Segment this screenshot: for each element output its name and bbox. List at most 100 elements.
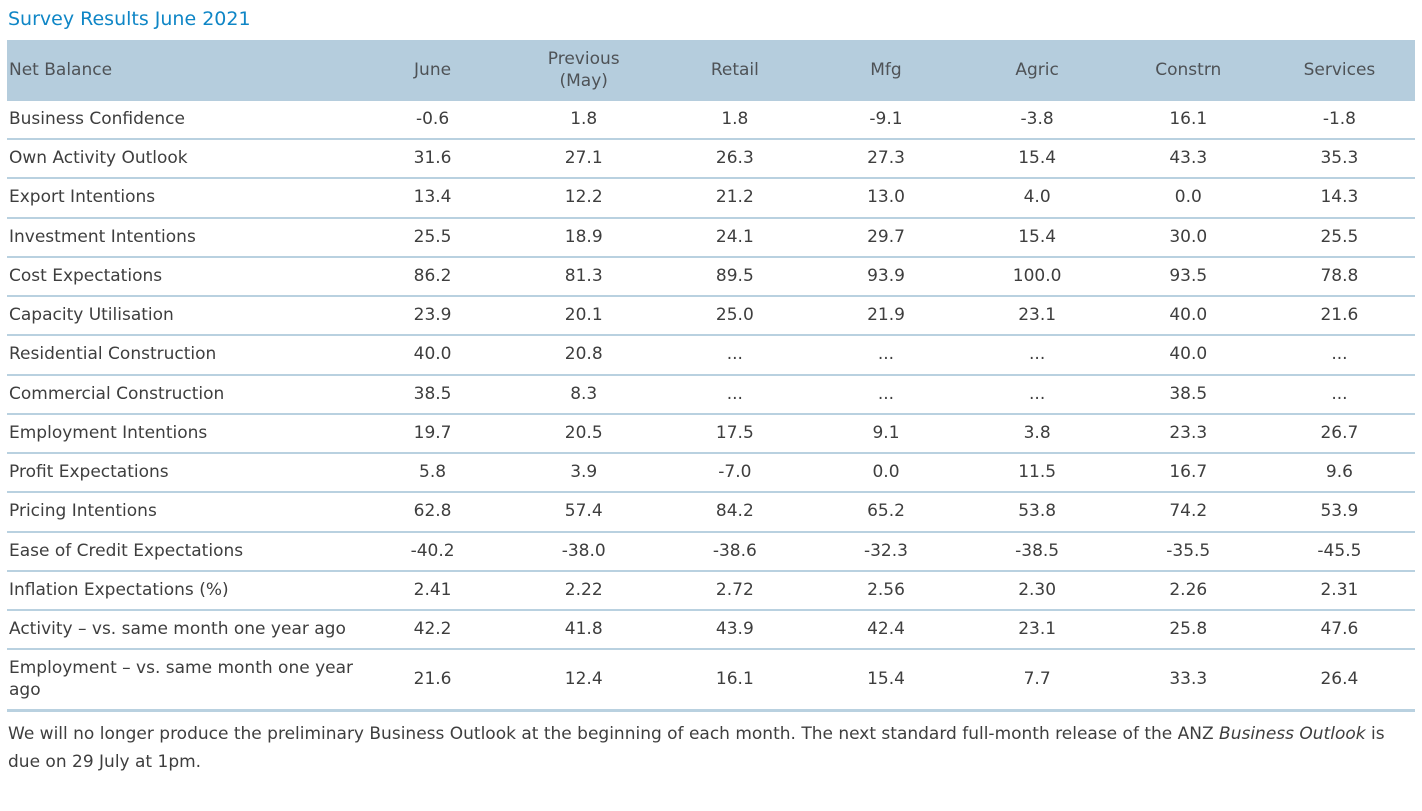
cell-value: 38.5: [1112, 373, 1264, 414]
row-label: Inflation Expectations (%): [7, 569, 357, 611]
cell-value: 40.0: [357, 334, 509, 375]
cell-value: 15.4: [810, 648, 962, 712]
cell-value: 84.2: [659, 491, 811, 532]
cell-value: 26.4: [1263, 648, 1415, 712]
table-title: Survey Results June 2021: [8, 8, 251, 30]
cell-value: 16.1: [659, 648, 811, 712]
cell-value: -32.3: [810, 530, 962, 571]
cell-value: 33.3: [1112, 648, 1264, 712]
table-row: Business Confidence -0.6 1.8 1.8 -9.1 -3.8 16.…: [7, 101, 1415, 139]
cell-value: 78.8: [1263, 255, 1415, 297]
table-row: Export Intentions 13.4 12.2 21.2 13.0 4.0 0.0 1…: [7, 177, 1415, 218]
cell-value: 9.6: [1263, 452, 1415, 493]
cell-value: 62.8: [357, 491, 509, 532]
column-header: Previous (May): [508, 39, 660, 101]
table-row: Capacity Utilisation 23.9 20.1 25.0 21.9 23.1…: [7, 295, 1415, 336]
cell-value: 2.72: [659, 569, 811, 611]
cell-value: -0.6: [415, 108, 450, 129]
cell-value: -40.2: [357, 530, 509, 571]
row-label: Investment Intentions: [7, 216, 357, 257]
cell-value: 26.3: [659, 138, 811, 179]
cell-value: 57.4: [508, 491, 660, 532]
table-row: Own Activity Outlook 31.6 27.1 26.3 27.3 15.4…: [7, 138, 1415, 179]
row-label: Residential Construction: [7, 334, 357, 375]
table-body: Business Confidence -0.6 1.8 1.8 -9.1 -3.8 16.…: [7, 101, 1415, 712]
column-header: Agric: [961, 39, 1113, 101]
cell-value: -38.6: [659, 530, 811, 571]
cell-value: ...: [961, 373, 1113, 414]
cell-value: 4.0: [961, 177, 1113, 218]
cell-value: 2.41: [357, 569, 509, 611]
cell-value: 20.1: [508, 295, 660, 336]
cell-value: 42.4: [810, 609, 962, 650]
cell-value: 21.9: [810, 295, 962, 336]
cell-value: 2.22: [508, 569, 660, 611]
table-header: Net Balance June Previous (May) Retail Mfg Ag…: [7, 39, 1415, 101]
cell-value: 23.9: [357, 295, 509, 336]
row-label: Export Intentions: [7, 177, 357, 218]
header-row: Net Balance June Previous (May) Retail Mfg Ag…: [7, 39, 1415, 101]
row-label: Own Activity Outlook: [7, 138, 357, 179]
cell-value: ...: [659, 373, 811, 414]
cell-value: 0.0: [1112, 177, 1264, 218]
table-row: Employment Intentions 19.7 20.5 17.5 9.1 3.8 2…: [7, 412, 1415, 454]
cell-value: 38.5: [357, 373, 509, 414]
cell-value: 25.5: [1263, 216, 1415, 257]
cell-value: -7.0: [659, 452, 811, 493]
column-header: Services: [1263, 39, 1415, 101]
cell-value: 1.8: [570, 108, 598, 129]
cell-value: 13.4: [357, 177, 509, 218]
cell-value: 42.2: [357, 609, 509, 650]
table-row: Ease of Credit Expectations -40.2 -38.0 -38…: [7, 530, 1415, 571]
table-row: Pricing Intentions 62.8 57.4 84.2 65.2 53.8 74…: [7, 491, 1415, 532]
cell-value: 5.8: [357, 452, 509, 493]
cell-value: 16.7: [1112, 452, 1264, 493]
cell-value: ...: [810, 373, 962, 414]
cell-value: -38.5: [961, 530, 1113, 571]
cell-value: ...: [1263, 373, 1415, 414]
row-label: Ease of Credit Expectations: [7, 530, 357, 571]
cell-value: 25.5: [357, 216, 509, 257]
cell-value: 20.5: [508, 412, 660, 454]
cell-value: 12.2: [508, 177, 660, 218]
cell-value: 21.6: [1263, 295, 1415, 336]
cell-value: 31.6: [357, 138, 509, 179]
cell-value: 12.4: [508, 648, 660, 712]
cell-value: 8.3: [508, 373, 660, 414]
table-row: Residential Construction 40.0 20.8........…: [7, 334, 1415, 375]
cell-value: 100.0: [961, 255, 1113, 297]
cell-value: -9.1: [869, 108, 903, 129]
cell-value: 26.7: [1263, 412, 1415, 454]
cell-value: 3.8: [961, 412, 1113, 454]
footer-note: We will no longer produce the preliminar…: [7, 712, 1415, 786]
cell-value: 35.3: [1263, 138, 1415, 179]
cell-value: -35.5: [1112, 530, 1264, 571]
cell-value: 43.9: [659, 609, 811, 650]
cell-value: ...: [1263, 334, 1415, 375]
cell-value: 1.8: [721, 108, 749, 129]
table-row: Profit Expectations 5.8 3.9 -7.0 0.0 11.5 16.7…: [7, 452, 1415, 493]
cell-value: 18.9: [508, 216, 660, 257]
report-page: Survey Results June 2021 Net Balance June…: [7, 8, 1415, 786]
cell-value: 9.1: [810, 412, 962, 454]
footer-text-before: We will no longer produce the preliminar…: [8, 723, 1220, 744]
table-row: Activity – vs. same month one year ago 42…: [7, 609, 1415, 650]
cell-value: 25.0: [659, 295, 811, 336]
cell-value: ...: [810, 334, 962, 375]
cell-value: 16.1: [1169, 108, 1208, 129]
cell-value: 11.5: [961, 452, 1113, 493]
cell-value: 20.8: [508, 334, 660, 375]
column-header: June: [357, 39, 509, 101]
cell-value: 15.4: [961, 216, 1113, 257]
cell-value: 21.6: [357, 648, 509, 712]
cell-value: 25.8: [1112, 609, 1264, 650]
cell-value: 89.5: [659, 255, 811, 297]
cell-value: 40.0: [1112, 295, 1264, 336]
table-row: Commercial Construction 38.5 8.3......... 3…: [7, 373, 1415, 414]
survey-results-table: Net Balance June Previous (May) Retail Mfg Ag…: [7, 39, 1415, 712]
cell-value: 27.1: [508, 138, 660, 179]
cell-value: 53.8: [961, 491, 1113, 532]
cell-value: 29.7: [810, 216, 962, 257]
cell-value: 23.3: [1112, 412, 1264, 454]
cell-value: -3.8: [1020, 108, 1054, 129]
